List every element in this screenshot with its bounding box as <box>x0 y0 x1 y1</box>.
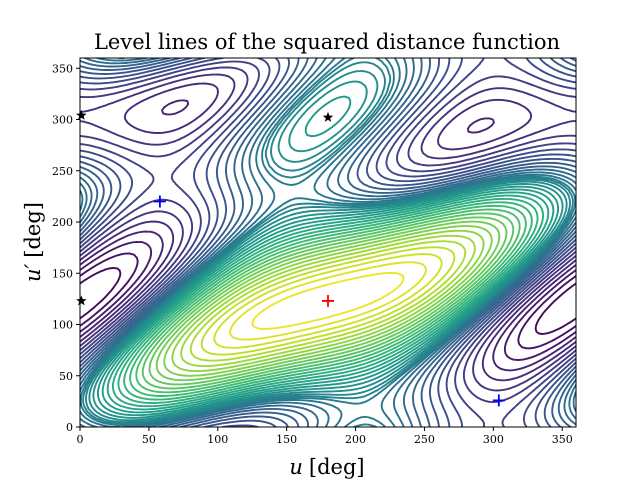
x-axis-label: u [deg] <box>289 455 364 479</box>
x-tick-label: 250 <box>414 433 435 446</box>
contour-level <box>80 99 576 372</box>
y-tick-label: 0 <box>66 421 73 434</box>
contour-level <box>213 253 443 349</box>
plot-frame <box>79 57 577 428</box>
x-tick-label: 50 <box>142 433 156 446</box>
contour-level <box>80 58 576 427</box>
y-tick-label: 350 <box>52 62 73 75</box>
contour-level <box>111 194 545 408</box>
contour-level <box>123 201 533 401</box>
contour-level <box>229 261 427 341</box>
contour-level <box>88 69 568 422</box>
y-axis-unit: [deg] <box>21 202 45 258</box>
contour-level <box>200 246 456 356</box>
star-marker <box>76 109 87 120</box>
y-axis-variable: u′ <box>21 263 45 282</box>
contour-level <box>96 95 560 417</box>
x-tick-label: 150 <box>276 433 297 446</box>
contour-level <box>80 58 576 427</box>
y-tick-label: 300 <box>52 114 73 127</box>
contour-level <box>80 73 576 392</box>
contour-level <box>251 271 405 330</box>
contour-level <box>80 82 576 382</box>
plus-marker <box>492 394 505 407</box>
contour-level <box>129 204 527 397</box>
contour-lines <box>80 58 576 427</box>
x-tick-label: 100 <box>207 433 228 446</box>
contour-level <box>84 61 572 424</box>
y-axis: 0 50 100 150 200 250 300 350 <box>52 62 80 434</box>
contour-level <box>80 266 576 335</box>
x-tick-label: 350 <box>552 433 573 446</box>
star-marker <box>322 111 334 122</box>
y-tick-label: 50 <box>59 370 73 383</box>
contour-level <box>80 240 576 361</box>
chart-title: Level lines of the squared distance func… <box>94 30 560 54</box>
y-axis-label: u′ [deg] <box>21 202 45 282</box>
y-tick-label: 150 <box>52 267 73 280</box>
contour-level <box>117 197 539 404</box>
contour-level <box>80 58 576 427</box>
contour-level <box>148 216 508 386</box>
x-axis-unit: [deg] <box>309 455 365 479</box>
contour-level <box>163 225 493 377</box>
contour-level <box>80 252 576 350</box>
contour-level <box>155 220 501 382</box>
x-tick-label: 0 <box>77 433 84 446</box>
star-marker <box>76 295 87 306</box>
y-tick-label: 100 <box>52 319 73 332</box>
y-tick-label: 200 <box>52 216 73 229</box>
x-tick-label: 200 <box>345 433 366 446</box>
contour-level <box>135 208 521 394</box>
plus-marker <box>153 195 166 208</box>
plus-marker <box>322 294 334 307</box>
contour-level <box>101 188 555 414</box>
contour-level <box>80 66 576 404</box>
contour-level <box>141 212 515 390</box>
contour-level <box>180 234 476 368</box>
contour-level <box>171 229 485 373</box>
x-axis-variable: u <box>289 455 303 479</box>
contour-level <box>92 80 564 419</box>
y-tick-label: 250 <box>52 165 73 178</box>
x-tick-label: 300 <box>483 433 504 446</box>
contour-level <box>106 191 550 411</box>
contour-level <box>80 58 576 427</box>
markers <box>76 109 505 407</box>
x-axis: 0 50 100 150 200 250 300 350 <box>77 427 573 446</box>
contour-level <box>189 240 467 362</box>
